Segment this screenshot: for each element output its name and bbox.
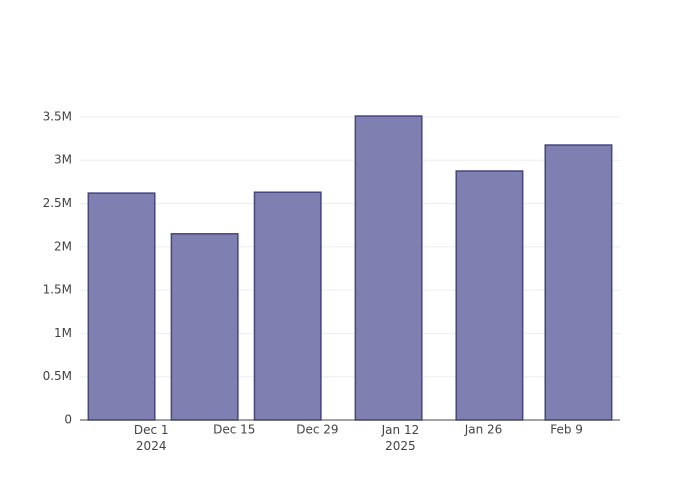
x-tick-label: Jan 12 2025 [381,423,420,453]
bar [455,170,524,421]
y-tick-label: 1.5M [43,283,72,297]
bar [354,115,423,421]
x-tick-label: Jan 26 [464,423,503,437]
bar [87,192,156,421]
bar [170,233,239,421]
bar [544,144,613,421]
x-tick-label: Feb 9 [550,423,583,437]
y-tick-label: 3M [54,153,72,167]
x-tick-label: Dec 1 2024 [134,423,169,453]
x-tick-label: Dec 15 [213,423,255,437]
bar [253,191,322,421]
y-tick-label: 0 [64,413,72,427]
y-tick-label: 1M [54,326,72,340]
y-tick-label: 2M [54,239,72,253]
y-tick-label: 2.5M [43,196,72,210]
y-tick-label: 0.5M [43,369,72,383]
y-tick-label: 3.5M [43,109,72,123]
x-tick-label: Dec 29 [296,423,338,437]
